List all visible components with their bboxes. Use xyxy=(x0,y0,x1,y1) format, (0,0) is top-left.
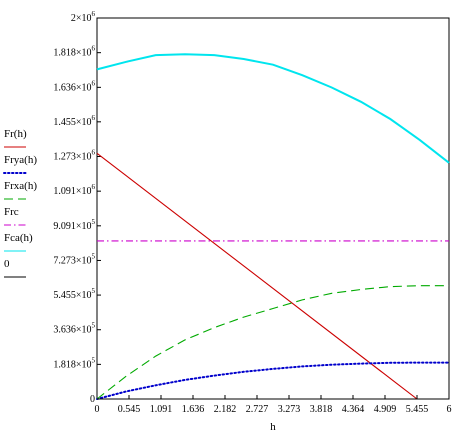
y-tick-label: 9.091×105 xyxy=(53,218,95,232)
y-tick-mantissa: 9.091×10 xyxy=(53,221,91,232)
y-tick-label: 7.273×105 xyxy=(53,252,95,266)
legend-label: 0 xyxy=(4,258,10,270)
y-tick-exponent: 6 xyxy=(92,148,96,156)
y-tick-label: 0 xyxy=(90,394,95,405)
y-tick-exponent: 5 xyxy=(92,356,96,364)
series-line-1 xyxy=(96,361,450,400)
x-tick-label: 1.091 xyxy=(150,404,173,415)
x-tick-label: 4.364 xyxy=(342,404,365,415)
y-tick-exponent: 6 xyxy=(92,114,96,122)
y-tick-mantissa: 1.818×10 xyxy=(53,359,91,370)
x-axis-label: h xyxy=(270,421,276,433)
y-tick-mantissa: 1.455×10 xyxy=(53,117,91,128)
y-tick-mantissa: 1.273×10 xyxy=(53,151,91,162)
x-tick-label: 6 xyxy=(447,404,452,415)
x-tick-label: 4.909 xyxy=(374,404,397,415)
legend-label: Frxa(h) xyxy=(4,180,37,192)
y-tick-label: 1.818×105 xyxy=(53,356,95,370)
y-tick-exponent: 5 xyxy=(92,218,96,226)
y-tick-label: 5.455×105 xyxy=(53,287,95,301)
legend-label: Fca(h) xyxy=(4,232,33,244)
y-tick-label: 1.818×106 xyxy=(53,45,95,59)
x-tick-label: 5.455 xyxy=(406,404,429,415)
y-tick-exponent: 6 xyxy=(92,183,96,191)
series-line-0 xyxy=(96,152,418,400)
legend-label: Fr(h) xyxy=(4,128,27,140)
y-tick-label: 2×106 xyxy=(71,10,96,24)
series-line-4 xyxy=(96,53,450,164)
y-tick-exponent: 5 xyxy=(92,322,96,330)
y-tick-mantissa: 1.636×10 xyxy=(53,82,91,93)
legend-label: Frc xyxy=(4,206,19,218)
x-tick-label: 1.636 xyxy=(182,404,205,415)
x-axis-ticks: 0 0.545 1.091 1.636 2.182 2.727 3.273 3.818 4.36… xyxy=(95,395,452,415)
y-tick-label: 3.636×105 xyxy=(53,322,95,336)
x-tick-label: 2.182 xyxy=(214,404,237,415)
y-tick-mantissa: 3.636×10 xyxy=(53,325,91,336)
y-tick-mantissa: 5.455×10 xyxy=(53,290,91,301)
series-line-2 xyxy=(96,285,449,400)
plot-frame xyxy=(96,17,450,400)
y-tick-exponent: 6 xyxy=(92,79,96,87)
x-tick-label: 3.818 xyxy=(310,404,333,415)
legend: Fr(h) Frya(h) Frxa(h) Frc Fca(h) 0 xyxy=(3,128,37,278)
y-tick-exponent: 5 xyxy=(92,252,96,260)
y-tick-mantissa: 2×10 xyxy=(71,13,92,24)
y-tick-label: 1.091×106 xyxy=(53,183,95,197)
series-layer xyxy=(96,53,450,400)
x-tick-label: 3.273 xyxy=(278,404,301,415)
legend-label: Frya(h) xyxy=(4,154,37,166)
y-tick-label: 1.455×106 xyxy=(53,114,95,128)
y-tick-label: 1.273×106 xyxy=(53,148,95,162)
y-tick-mantissa: 7.273×10 xyxy=(53,255,91,266)
y-tick-mantissa: 1.091×10 xyxy=(53,186,91,197)
y-tick-mantissa: 1.818×10 xyxy=(53,48,91,59)
x-tick-label: 0 xyxy=(95,404,100,415)
y-tick-exponent: 5 xyxy=(92,287,96,295)
x-tick-label: 2.727 xyxy=(246,404,269,415)
x-tick-label: 0.545 xyxy=(118,404,141,415)
y-tick-exponent: 6 xyxy=(92,45,96,53)
y-tick-exponent: 6 xyxy=(92,10,96,18)
y-tick-mantissa: 0 xyxy=(90,394,95,405)
y-tick-label: 1.636×106 xyxy=(53,79,95,93)
y-axis-ticks: 01.818×1053.636×1055.455×1057.273×1059.0… xyxy=(53,10,101,405)
